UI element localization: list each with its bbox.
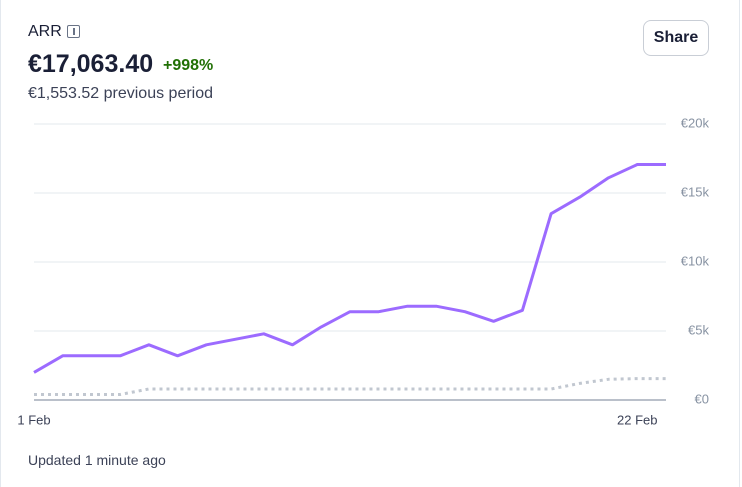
- updated-note: Updated 1 minute ago: [28, 452, 166, 468]
- y-tick-label: €0: [695, 391, 709, 406]
- title: ARR: [28, 23, 62, 40]
- y-tick-label: €20k: [681, 115, 710, 130]
- change: +998%: [163, 57, 214, 74]
- x-tick-label: 22 Feb: [617, 412, 657, 427]
- share-button[interactable]: Share: [643, 20, 709, 56]
- metric-value: €17,063.40: [28, 50, 154, 78]
- x-tick-label: 1 Feb: [17, 412, 50, 427]
- series-line: [34, 377, 666, 396]
- y-tick-label: €10k: [681, 253, 710, 268]
- previous-period: €1,553.52 previous period: [28, 85, 214, 102]
- info-icon[interactable]: [67, 25, 80, 38]
- y-tick-label: €5k: [688, 322, 709, 337]
- y-tick-label: €15k: [681, 184, 710, 199]
- chart: €0 €5k €10k €15k €20k 1 Feb 22 Feb: [17, 115, 710, 427]
- series-line: [33, 163, 666, 374]
